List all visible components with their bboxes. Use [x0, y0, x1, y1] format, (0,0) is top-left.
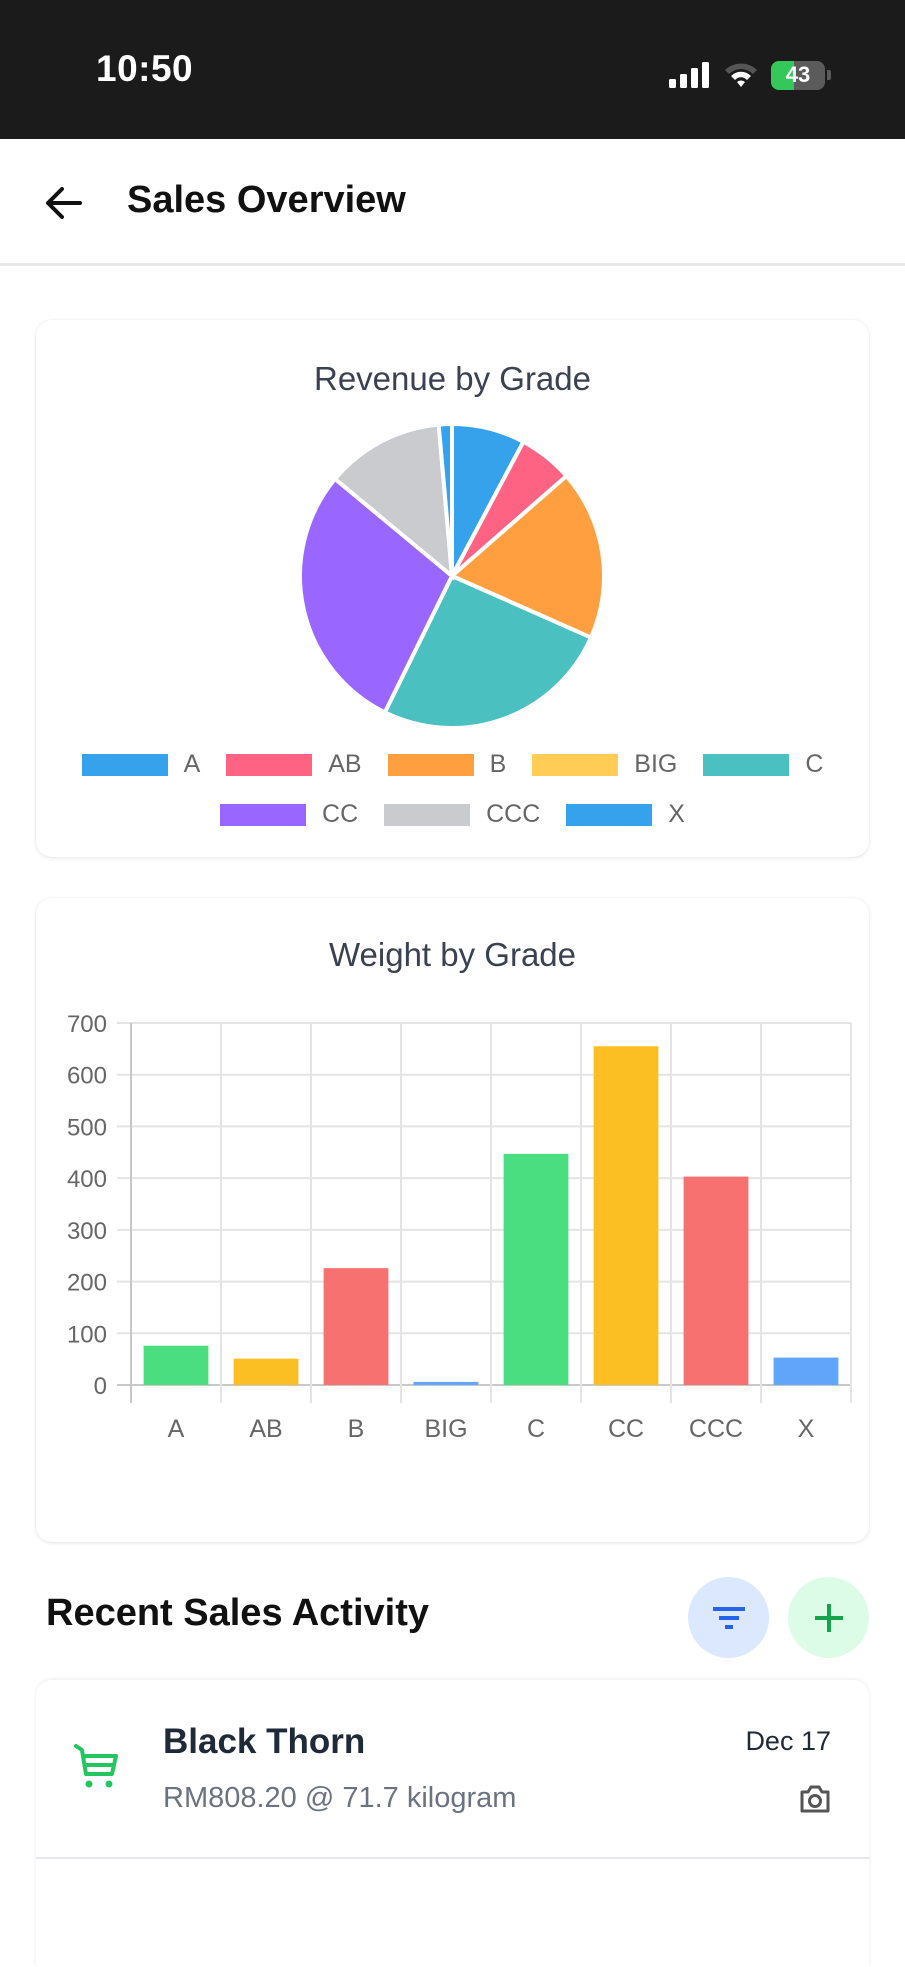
x-tick-label: C [527, 1415, 545, 1443]
legend-item-ab[interactable]: AB [226, 750, 362, 779]
recent-sales-title: Recent Sales Activity [46, 1592, 429, 1634]
pie-slice-cc[interactable] [298, 476, 455, 716]
legend-label: CCC [486, 800, 541, 828]
pie-legend-row-2: CC CCC X [36, 800, 869, 829]
add-sale-button[interactable] [788, 1577, 869, 1658]
plus-icon [814, 1603, 843, 1632]
legend-label: CC [322, 800, 359, 828]
recent-sales-list: Black Thorn RM808.20 @ 71.7 kilogram Dec… [36, 1680, 869, 1967]
sale-item-name: Black Thorn [163, 1722, 366, 1761]
legend-item-c[interactable]: C [703, 750, 823, 779]
list-divider [36, 1857, 869, 1859]
legend-swatch [387, 753, 474, 776]
legend-label: C [805, 750, 824, 778]
y-tick-label: 100 [67, 1321, 107, 1348]
status-icons: 43 [669, 58, 831, 92]
legend-label: BIG [634, 750, 678, 778]
x-tick-label: BIG [424, 1415, 467, 1443]
battery-icon: 43 [771, 60, 825, 90]
revenue-chart-card: Revenue by Grade A AB B BIG C CC CCC X [36, 320, 869, 857]
legend-label: AB [328, 750, 362, 778]
legend-label: B [489, 750, 507, 778]
y-tick-label: 400 [67, 1166, 107, 1193]
wifi-icon [725, 63, 757, 87]
legend-item-cc[interactable]: CC [220, 800, 358, 829]
legend-swatch [81, 753, 168, 776]
pie-slice-x[interactable] [436, 421, 454, 577]
y-tick-label: 300 [67, 1218, 107, 1245]
legend-swatch [226, 753, 313, 776]
page-title: Sales Overview [127, 179, 406, 221]
bar-ab[interactable] [233, 1358, 299, 1385]
bar-cc[interactable] [593, 1046, 659, 1385]
x-tick-label: X [798, 1415, 815, 1443]
legend-item-a[interactable]: A [81, 750, 201, 779]
pie-slice-ccc[interactable] [332, 422, 455, 581]
bar-big[interactable] [413, 1381, 479, 1385]
back-arrow-icon[interactable] [40, 179, 88, 227]
weight-chart-card: Weight by Grade 0 100 200 300 400 500 600 700 A A… [36, 898, 869, 1542]
bar-a[interactable] [143, 1345, 209, 1385]
status-bar: 10:50 43 [0, 0, 905, 139]
legend-swatch [220, 803, 307, 826]
legend-swatch [532, 753, 619, 776]
y-tick-label: 0 [94, 1373, 107, 1400]
shopping-cart-icon [74, 1744, 118, 1788]
status-time: 10:50 [96, 48, 194, 89]
bar-c[interactable] [503, 1153, 569, 1385]
legend-swatch [384, 803, 471, 826]
bar-chart-title: Weight by Grade [328, 936, 577, 973]
camera-icon[interactable] [799, 1784, 831, 1814]
filter-button[interactable] [688, 1577, 769, 1658]
y-tick-label: 600 [67, 1063, 107, 1090]
legend-item-x[interactable]: X [566, 800, 685, 829]
legend-swatch [566, 803, 653, 826]
legend-label: X [668, 800, 685, 828]
sale-item-date: Dec 17 [745, 1726, 831, 1756]
y-tick-label: 500 [67, 1114, 107, 1141]
cellular-signal-icon [669, 62, 709, 88]
revenue-pie-chart [298, 421, 606, 730]
pie-slice-b[interactable] [448, 473, 606, 641]
bar-x[interactable] [773, 1357, 839, 1385]
pie-legend: A AB B BIG C [36, 750, 869, 779]
legend-swatch [703, 753, 790, 776]
filter-icon [712, 1606, 745, 1629]
battery-level: 43 [785, 62, 811, 87]
app-bar: Sales Overview [0, 139, 905, 266]
y-tick-label: 700 [67, 1011, 107, 1038]
x-tick-label: B [348, 1415, 365, 1443]
x-tick-label: AB [249, 1415, 282, 1443]
legend-item-ccc[interactable]: CCC [384, 800, 540, 829]
x-tick-label: CC [608, 1415, 644, 1443]
y-tick-label: 200 [67, 1270, 107, 1297]
pie-slice-c[interactable] [382, 573, 594, 730]
legend-item-big[interactable]: BIG [532, 750, 677, 779]
x-tick-label: A [168, 1415, 185, 1443]
x-tick-label: CCC [689, 1415, 743, 1443]
legend-label: A [183, 750, 201, 778]
sale-item-detail: RM808.20 @ 71.7 kilogram [163, 1782, 517, 1814]
bar-b[interactable] [323, 1268, 389, 1385]
pie-chart-title: Revenue by Grade [313, 360, 591, 397]
legend-item-b[interactable]: B [387, 750, 507, 779]
bar-ccc[interactable] [683, 1176, 749, 1385]
